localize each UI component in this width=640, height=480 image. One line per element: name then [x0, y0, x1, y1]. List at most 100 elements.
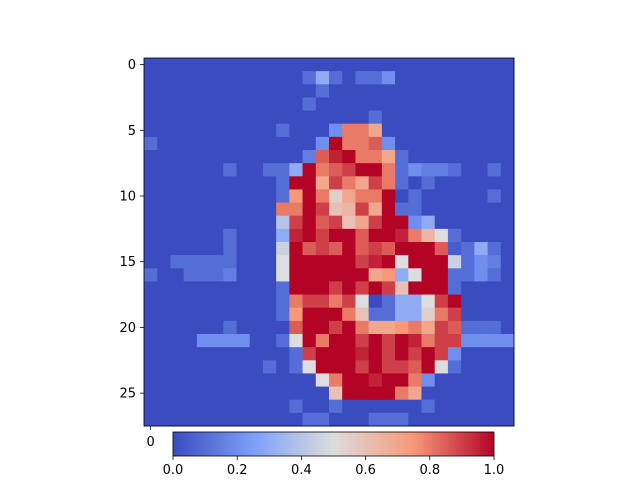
heatmap-cell [434, 136, 449, 151]
heatmap-cell [249, 97, 264, 111]
heatmap-cell [355, 373, 370, 387]
heatmap-cell [342, 334, 356, 348]
heatmap-cell [329, 150, 343, 164]
heatmap-cell [144, 281, 158, 295]
heatmap-cell [302, 97, 317, 111]
heatmap-cell [170, 150, 185, 164]
heatmap-cell [487, 412, 502, 427]
heatmap-cell [315, 399, 330, 414]
heatmap-cell [289, 307, 303, 322]
heatmap-cell [210, 360, 224, 374]
heatmap-cell [395, 334, 409, 348]
heatmap-cell [315, 97, 330, 111]
heatmap-cell [474, 215, 488, 230]
heatmap-cell [434, 228, 449, 243]
heatmap-cell [408, 255, 422, 269]
heatmap-cell [210, 163, 224, 177]
heatmap-cell [249, 307, 264, 322]
heatmap-cell [289, 189, 303, 203]
heatmap-cell [183, 58, 198, 72]
heatmap-cell [461, 347, 475, 361]
heatmap-cell [223, 386, 237, 401]
heatmap-cell [329, 202, 343, 217]
heatmap-cell [236, 228, 251, 243]
heatmap-cell [289, 268, 303, 282]
heatmap-cell [144, 399, 158, 414]
heatmap-cell [315, 136, 330, 151]
heatmap-cell [289, 347, 303, 361]
heatmap-cell [381, 255, 396, 269]
heatmap-cell [276, 347, 290, 361]
heatmap-cell [461, 360, 475, 374]
heatmap-cell [368, 123, 383, 138]
heatmap-cell [223, 189, 237, 203]
heatmap-cell [276, 202, 290, 217]
heatmap-cell [421, 176, 436, 190]
heatmap-cell [342, 163, 356, 177]
heatmap-cell [355, 334, 370, 348]
heatmap-cell [183, 150, 198, 164]
heatmap-cell [342, 71, 356, 85]
heatmap-cell [302, 399, 317, 414]
heatmap-cell [210, 215, 224, 230]
heatmap-cell [183, 281, 198, 295]
heatmap-cell [500, 58, 515, 72]
heatmap-cell [249, 71, 264, 85]
heatmap-cell [368, 136, 383, 151]
heatmap-cell [395, 320, 409, 335]
heatmap-cell [183, 334, 198, 348]
heatmap-cell [487, 399, 502, 414]
heatmap-cell [381, 123, 396, 138]
heatmap-cell [236, 294, 251, 309]
colorbar-tick-label: 1.0 [484, 463, 505, 478]
heatmap-cell [210, 71, 224, 85]
heatmap-cell [434, 215, 449, 230]
heatmap-cell [249, 386, 264, 401]
heatmap-cell [395, 268, 409, 282]
heatmap-cell [355, 347, 370, 361]
heatmap-cell [315, 412, 330, 427]
heatmap-cell [487, 110, 502, 125]
heatmap-cell [355, 255, 370, 269]
heatmap-cell [170, 202, 185, 217]
heatmap-cell [315, 150, 330, 164]
heatmap-cell [223, 176, 237, 190]
heatmap-cell [249, 399, 264, 414]
heatmap-cell [461, 320, 475, 335]
heatmap-cell [183, 97, 198, 111]
heatmap-cell [223, 412, 237, 427]
heatmap-cell [447, 412, 462, 427]
colorbar-tick-label: 0.0 [163, 463, 184, 478]
heatmap-cell [249, 294, 264, 309]
heatmap-cell [461, 242, 475, 256]
heatmap-cell [474, 150, 488, 164]
heatmap-cell [408, 123, 422, 138]
heatmap-cell [236, 136, 251, 151]
heatmap-cell [421, 228, 436, 243]
heatmap-cell [183, 110, 198, 125]
heatmap-cell [408, 97, 422, 111]
heatmap-cell [381, 110, 396, 125]
heatmap-cell [461, 123, 475, 138]
heatmap-cell [355, 294, 370, 309]
heatmap-cell [223, 58, 237, 72]
heatmap-cell [262, 281, 277, 295]
heatmap-cell [236, 242, 251, 256]
heatmap-cell [223, 373, 237, 387]
heatmap-cell [302, 360, 317, 374]
heatmap-cell [262, 84, 277, 98]
heatmap-cell [170, 228, 185, 243]
heatmap-cell [474, 307, 488, 322]
heatmap-cell [421, 386, 436, 401]
heatmap-cell [223, 347, 237, 361]
heatmap-cell [474, 242, 488, 256]
heatmap-cell [196, 307, 211, 322]
heatmap-cell [289, 58, 303, 72]
heatmap-cell [487, 360, 502, 374]
heatmap-cell [368, 84, 383, 98]
heatmap-cell [329, 334, 343, 348]
heatmap-cell [144, 71, 158, 85]
heatmap-cell [157, 386, 171, 401]
heatmap-cell [500, 202, 515, 217]
heatmap-cell [381, 412, 396, 427]
